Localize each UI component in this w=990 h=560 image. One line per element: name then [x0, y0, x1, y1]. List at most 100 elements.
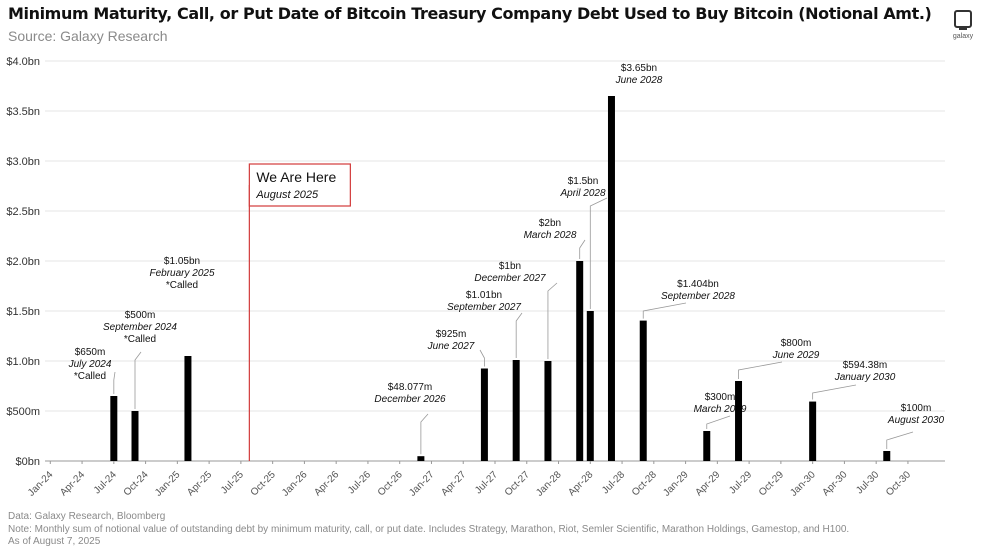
y-tick-label: $500m: [6, 406, 40, 418]
data-label: $1.01bn: [466, 290, 502, 301]
data-label-date: December 2027: [474, 273, 546, 284]
bar: [480, 368, 488, 461]
y-tick-label: $3.0bn: [6, 156, 40, 168]
y-tick-label: $1.0bn: [6, 356, 40, 368]
x-tick-label: Oct-27: [503, 469, 532, 498]
data-label: $100m: [901, 403, 932, 414]
data-label: $1.404bn: [677, 279, 719, 290]
x-tick-label: Jul-29: [727, 469, 754, 496]
bar: [184, 356, 192, 461]
footer-data-source: Data: Galaxy Research, Bloomberg: [8, 511, 166, 522]
data-label: $800m: [781, 338, 812, 349]
leader-line: [515, 312, 523, 358]
data-label-note: *Called: [74, 371, 106, 382]
leader-line: [812, 384, 857, 400]
x-tick-label: Jul-27: [473, 469, 500, 496]
bar: [703, 431, 711, 461]
data-label-date: August 2030: [887, 415, 945, 426]
x-tick-label: Jul-25: [219, 469, 246, 496]
leader-line: [420, 413, 429, 455]
data-label-date: April 2028: [559, 188, 605, 199]
y-tick-label: $4.0bn: [6, 56, 40, 68]
x-tick-label: Oct-25: [249, 469, 278, 498]
y-tick-label: $2.0bn: [6, 256, 40, 268]
data-label: $925m: [436, 329, 467, 340]
data-label: $500m: [125, 310, 156, 321]
data-label-date: March 2028: [524, 230, 577, 241]
data-label: $2bn: [539, 218, 561, 229]
data-label: $1.5bn: [568, 176, 599, 187]
x-tick-label: Apr-27: [439, 469, 468, 498]
x-tick-label: Oct-29: [757, 469, 786, 498]
chart-footer: Data: Galaxy Research, Bloomberg Note: M…: [8, 511, 849, 549]
data-label-date: July 2024: [68, 359, 112, 370]
data-label-date: September 2027: [447, 302, 521, 313]
we-are-here-title: We Are Here: [256, 169, 336, 185]
data-label: $48.077m: [388, 382, 432, 393]
x-tick-label: Oct-30: [884, 469, 913, 498]
data-label-note: *Called: [124, 334, 156, 345]
footer-as-of: As of August 7, 2025: [8, 536, 101, 547]
bar: [639, 320, 647, 461]
galaxy-logo-icon: [954, 10, 972, 30]
we-are-here-box: [248, 163, 351, 207]
data-label-date: June 2028: [615, 75, 663, 86]
x-tick-label: Jan-28: [534, 469, 564, 499]
x-tick-label: Apr-28: [566, 469, 595, 498]
x-tick-label: Jan-24: [26, 469, 56, 499]
data-label: $300m: [705, 392, 736, 403]
y-tick-label: $2.5bn: [6, 206, 40, 218]
data-label-date: February 2025: [149, 268, 214, 279]
data-label-date: June 2029: [772, 350, 820, 361]
leader-line: [738, 361, 783, 379]
x-tick-label: Jul-26: [346, 469, 373, 496]
x-tick-label: Jul-28: [600, 469, 627, 496]
leader-line: [642, 302, 687, 319]
x-tick-label: Jul-24: [92, 469, 119, 496]
x-tick-label: Apr-30: [821, 469, 850, 498]
x-tick-label: Jan-29: [661, 469, 691, 499]
x-tick-label: Apr-29: [693, 469, 722, 498]
leader-line: [547, 282, 558, 359]
bar: [809, 401, 817, 461]
data-label-date: September 2024: [103, 322, 177, 333]
leader-line: [706, 415, 731, 429]
bar: [512, 360, 520, 461]
data-label: $594.38m: [843, 360, 887, 371]
bar: [576, 261, 584, 461]
data-label-date: January 2030: [834, 372, 896, 383]
galaxy-logo-text: galaxy: [952, 33, 974, 40]
data-label: $650m: [75, 347, 106, 358]
x-tick-label: Jan-30: [788, 469, 818, 499]
data-label: $1.05bn: [164, 256, 200, 267]
bar: [417, 456, 425, 461]
bar: [586, 311, 594, 461]
leader-line: [589, 197, 608, 309]
bar: [110, 396, 118, 461]
x-tick-label: Jan-25: [153, 469, 183, 499]
data-label-note: *Called: [166, 280, 198, 291]
bar: [607, 96, 615, 461]
chart-source: Source: Galaxy Research: [8, 28, 168, 44]
x-tick-label: Jul-30: [854, 469, 881, 496]
data-label: $1bn: [499, 261, 521, 272]
x-tick-label: Jan-26: [280, 469, 310, 499]
footer-note: Note: Monthly sum of notional value of o…: [8, 523, 850, 535]
y-tick-label: $0bn: [16, 456, 40, 468]
x-tick-label: Apr-24: [58, 469, 87, 498]
x-tick-label: Oct-28: [630, 469, 659, 498]
data-label-date: March 2029: [694, 404, 747, 415]
x-tick-label: Apr-25: [185, 469, 214, 498]
x-tick-label: Oct-24: [122, 469, 151, 498]
chart-title: Minimum Maturity, Call, or Put Date of B…: [8, 4, 932, 23]
data-label: $3.65bn: [621, 63, 657, 74]
we-are-here-date: August 2025: [255, 189, 319, 201]
y-tick-label: $3.5bn: [6, 106, 40, 118]
leader-line: [479, 349, 485, 367]
x-tick-label: Apr-26: [312, 469, 341, 498]
x-tick-label: Jan-27: [407, 469, 437, 499]
leader-line: [579, 239, 586, 259]
bar: [883, 451, 891, 461]
leader-line: [886, 431, 914, 449]
